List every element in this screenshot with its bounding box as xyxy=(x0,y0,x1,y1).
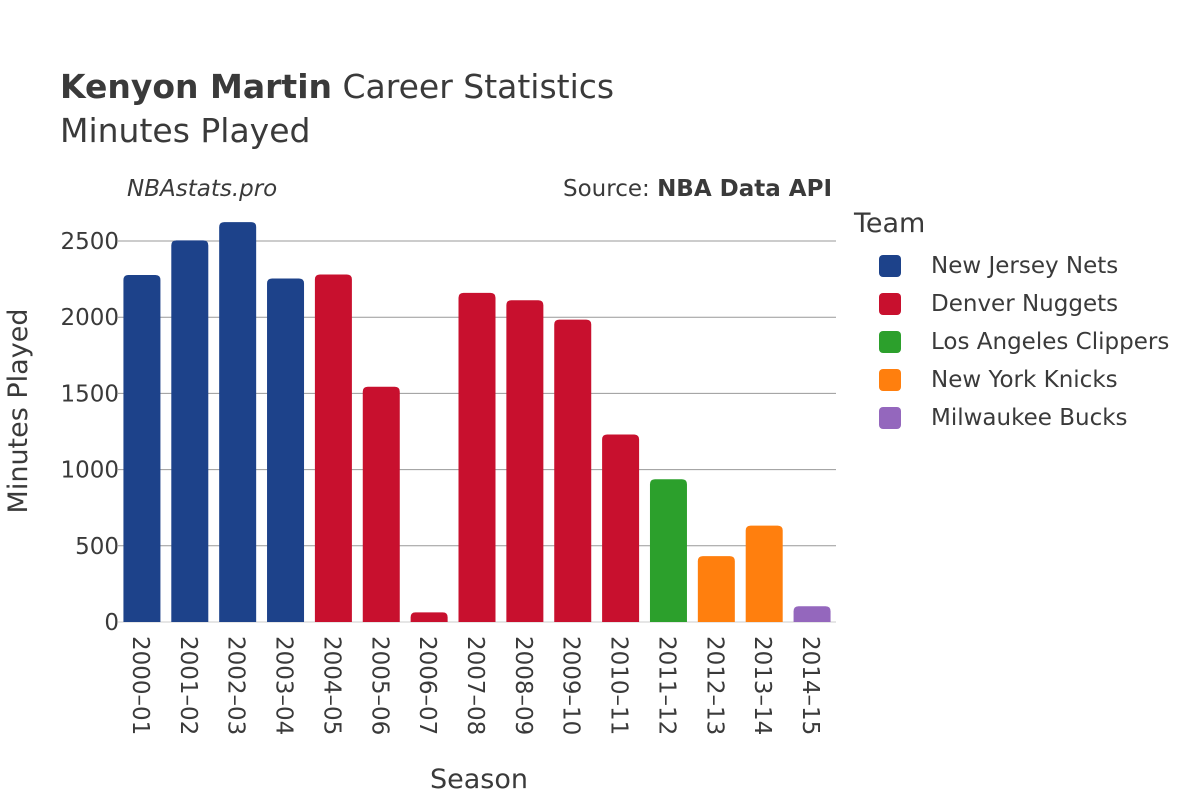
x-tick-label: 2009–10 xyxy=(558,636,584,735)
bars xyxy=(123,222,831,623)
x-tick-labels: 2000–01 2001–02 2002–03 2003–04 2004–05 2005–… xyxy=(127,636,823,735)
x-tick-label: 2005–06 xyxy=(366,636,392,735)
legend-title: Team xyxy=(854,208,926,239)
bar-2004–05 xyxy=(314,274,352,622)
legend-label: Milwaukee Bucks xyxy=(931,405,1128,431)
legend-swatch xyxy=(879,293,901,315)
bar-2001–02 xyxy=(171,240,209,623)
bar-2000–01 xyxy=(123,274,161,622)
x-tick-label: 2013–14 xyxy=(749,636,775,735)
legend-swatch xyxy=(879,255,901,277)
bar-2010–11 xyxy=(602,434,640,622)
source-credit: Source: NBA Data API xyxy=(563,176,832,202)
x-tick-label: 2012–13 xyxy=(701,636,727,735)
bar-2007–08 xyxy=(458,292,496,622)
x-tick-label: 2004–05 xyxy=(318,636,344,735)
chart-title-player: Kenyon Martin xyxy=(60,67,332,106)
bar-2012–13 xyxy=(697,556,735,622)
bar-2006–07 xyxy=(410,612,448,622)
x-tick-label: 2007–08 xyxy=(462,636,488,735)
bar-2011–12 xyxy=(649,479,687,622)
chart-title: Kenyon Martin Career Statistics xyxy=(60,66,614,108)
x-tick-label: 2010–11 xyxy=(606,636,632,735)
source-name: NBA Data API xyxy=(657,176,832,202)
legend-item[interactable]: Los Angeles Clippers xyxy=(879,323,1169,361)
legend-swatch xyxy=(879,407,901,429)
legend-item[interactable]: New Jersey Nets xyxy=(879,247,1169,285)
x-tick-label: 2001–02 xyxy=(175,636,201,735)
watermark: NBAstats.pro xyxy=(127,176,278,202)
y-tick-label: 2000 xyxy=(60,305,119,331)
bar-2008–09 xyxy=(506,300,544,622)
x-tick-label: 2008–09 xyxy=(510,636,536,735)
y-tick-label: 2500 xyxy=(60,229,119,255)
legend-item[interactable]: Milwaukee Bucks xyxy=(879,399,1169,437)
chart-subtitle: Minutes Played xyxy=(60,111,311,150)
x-tick-label: 2002–03 xyxy=(223,636,249,735)
y-tick-labels: 0 500 1000 1500 2000 2500 xyxy=(60,229,119,636)
bar-2013–14 xyxy=(745,525,783,622)
bar-2009–10 xyxy=(554,319,592,622)
x-axis-title: Season xyxy=(430,764,528,795)
bar-2003–04 xyxy=(267,278,305,622)
x-tick-label: 2003–04 xyxy=(271,636,297,735)
x-tick-label: 2011–12 xyxy=(653,636,679,735)
x-tick-label: 2014–15 xyxy=(797,636,823,735)
y-tick-label: 1000 xyxy=(60,458,119,484)
bar-2002–03 xyxy=(219,222,257,622)
y-tick-label: 0 xyxy=(104,610,119,636)
legend-label: Denver Nuggets xyxy=(931,291,1119,317)
y-tick-label: 500 xyxy=(75,534,119,560)
legend-label: Los Angeles Clippers xyxy=(931,329,1170,355)
bar-2005–06 xyxy=(362,386,400,622)
bar-2014–15 xyxy=(793,606,831,622)
source-prefix: Source: xyxy=(563,176,658,202)
x-tick-label: 2000–01 xyxy=(127,636,153,735)
chart-title-block: Kenyon Martin Career Statistics Minutes … xyxy=(60,66,614,152)
legend-label: New Jersey Nets xyxy=(931,253,1119,279)
x-tick-label: 2006–07 xyxy=(414,636,440,735)
chart-title-rest: Career Statistics xyxy=(332,67,615,106)
legend-label: New York Knicks xyxy=(931,367,1118,393)
y-axis-title: Minutes Played xyxy=(3,309,34,514)
legend-item[interactable]: Denver Nuggets xyxy=(879,285,1169,323)
legend-swatch xyxy=(879,331,901,353)
legend-item[interactable]: New York Knicks xyxy=(879,361,1169,399)
legend-swatch xyxy=(879,369,901,391)
y-tick-label: 1500 xyxy=(60,381,119,407)
legend: Team New Jersey Nets Denver Nuggets Los An… xyxy=(854,208,1169,437)
